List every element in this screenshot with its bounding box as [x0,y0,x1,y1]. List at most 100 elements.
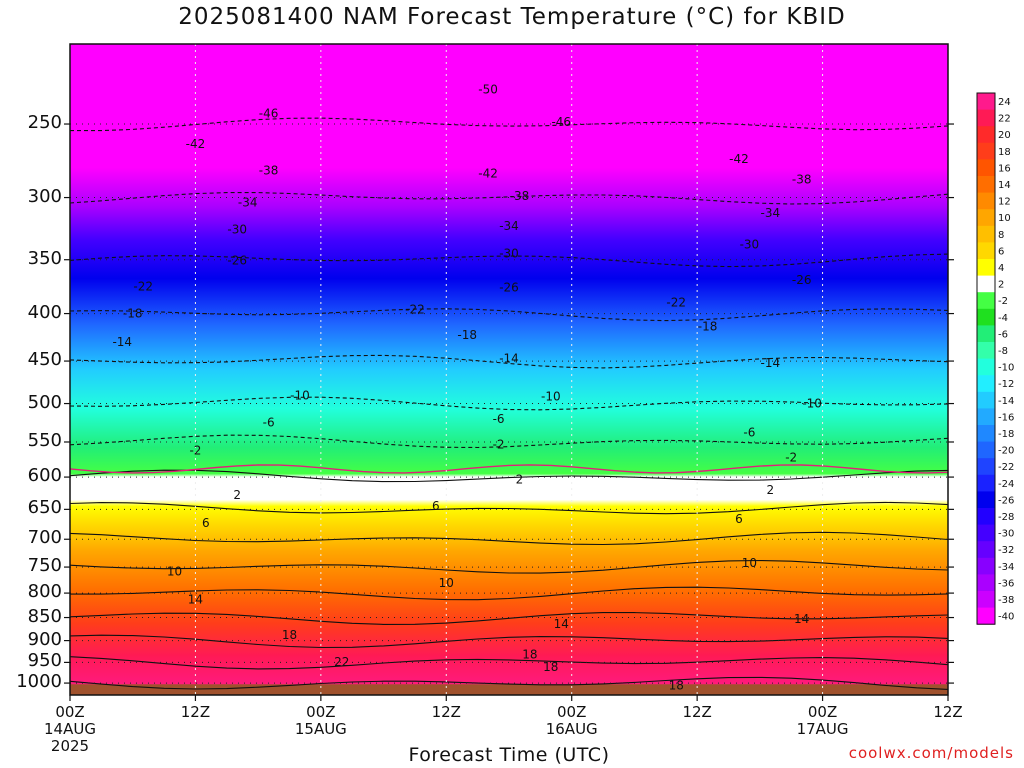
colorbar-label: 16 [998,163,1011,174]
colorbar-swatch [977,109,995,127]
contour-label: 22 [334,655,349,669]
isotherm-15 [70,586,949,601]
colorbar: 24 22 20 18 16 14 12 10 8 6 4 2 -2 -4 -6 -8 -10 -12 -14 -16… [976,92,1014,625]
colorbar-swatch [977,93,995,111]
colorbar-label: -4 [998,313,1008,324]
contour-label: -18 [698,319,718,333]
colorbar-frame [976,92,996,625]
contour-label: 2 [766,483,774,497]
contour-label: -18 [123,307,143,321]
colorbar-label: -18 [998,429,1014,440]
x-tick-label: 12Z [908,704,988,721]
colorbar-swatch [977,425,995,443]
contour-label: 18 [543,660,558,674]
contour-label: 14 [794,612,809,626]
contour-label: -42 [478,167,498,181]
contour-label: 6 [735,512,743,526]
colorbar-label: 18 [998,147,1011,158]
y-tick-label: 850 [27,605,62,627]
x-tick-label: 00Z [306,703,336,721]
colorbar-label: 12 [998,197,1011,208]
contour-label: 2 [233,488,241,502]
y-tick-label: 400 [27,301,62,323]
contour-label: -46 [259,107,279,121]
y-tick-label: 700 [27,527,62,549]
colorbar-label: 10 [998,213,1011,224]
contour-label: -38 [259,164,279,178]
y-tick-label: 550 [27,429,62,451]
y-tick-label: 800 [27,581,62,603]
contour-label: -30 [499,247,519,261]
y-tick-label: 350 [27,247,62,269]
colorbar-swatch [977,458,995,476]
colorbar-swatch [977,574,995,592]
colorbar-label: -36 [998,578,1014,589]
contour-label: 10 [742,556,757,570]
x-tick-label: 12Z [657,704,737,721]
x-tick-label: 00Z [55,703,85,721]
x-tick-label: 00Z 16AUG [532,704,612,738]
contour-label: -6 [263,416,275,430]
x-tick-label: 00Z [557,703,587,721]
x-tick-label: 12Z [431,703,461,721]
x-tick-label: 00Z 14AUG 2025 [30,704,110,755]
y-tick-label: 600 [27,465,62,487]
contour-label: -22 [133,279,153,293]
colorbar-label: 14 [998,180,1011,191]
colorbar-swatch [977,607,995,625]
chart-title: 2025081400 NAM Forecast Temperature (°C)… [178,4,846,30]
colorbar-swatch [977,541,995,559]
contour-label: -22 [666,295,686,309]
colorbar-swatch [977,508,995,526]
y-tick-label: 900 [27,628,62,650]
contour-label: -38 [510,189,530,203]
contour-label: -50 [478,83,498,97]
contour-label: -42 [186,137,206,151]
x-tick-sub: 14AUG [44,720,96,738]
colorbar-swatch [977,391,995,409]
x-axis-label: Forecast Time (UTC) [408,744,610,766]
ground-strip [70,684,948,695]
colorbar-swatch [977,591,995,609]
colorbar-label: -30 [998,529,1014,540]
colorbar-label: 20 [998,130,1011,141]
y-tick-label: 450 [27,349,62,371]
x-tick-label: 00Z [807,703,838,721]
colorbar-label: -32 [998,545,1014,556]
isotherm-21 [69,656,949,670]
contour-label: 2 [516,472,524,486]
plot-frame [69,43,949,696]
contour-label: -18 [457,328,477,342]
x-tick-label: 12Z [155,704,235,721]
colorbar-label: -14 [998,396,1014,407]
colorbar-label: -6 [998,329,1008,340]
contour-label: -22 [405,302,425,316]
colorbar-swatch [977,192,995,210]
y-tick-label: 250 [27,112,62,134]
colorbar-swatch [977,375,995,393]
y-tick-label: 500 [27,391,62,413]
isotherm-9 [69,531,949,546]
contour-label: -30 [740,237,760,251]
colorbar-swatch [977,342,995,360]
y-tick-label: 300 [27,185,62,207]
contour-label: 18 [522,647,537,661]
colorbar-label: 8 [998,230,1004,241]
colorbar-label: -38 [998,595,1014,606]
colorbar-swatch [977,308,995,326]
isotherm-6 [69,501,949,515]
colorbar-label: -34 [998,562,1014,573]
colorbar-swatch [977,524,995,542]
colorbar-label: 24 [998,97,1011,108]
contour-label: -14 [499,351,519,365]
colorbar-swatch [977,259,995,277]
contour-label: -42 [729,152,749,166]
contour-label: -6 [493,412,505,426]
x-tick-label: 00Z 15AUG [281,704,361,738]
x-tick-sub: 16AUG [545,720,598,738]
colorbar-swatch [977,474,995,492]
contour-label: -2 [189,443,201,457]
isotherm-12 [69,559,949,574]
contour-label: -34 [238,196,258,210]
colorbar-label: 22 [998,114,1011,125]
